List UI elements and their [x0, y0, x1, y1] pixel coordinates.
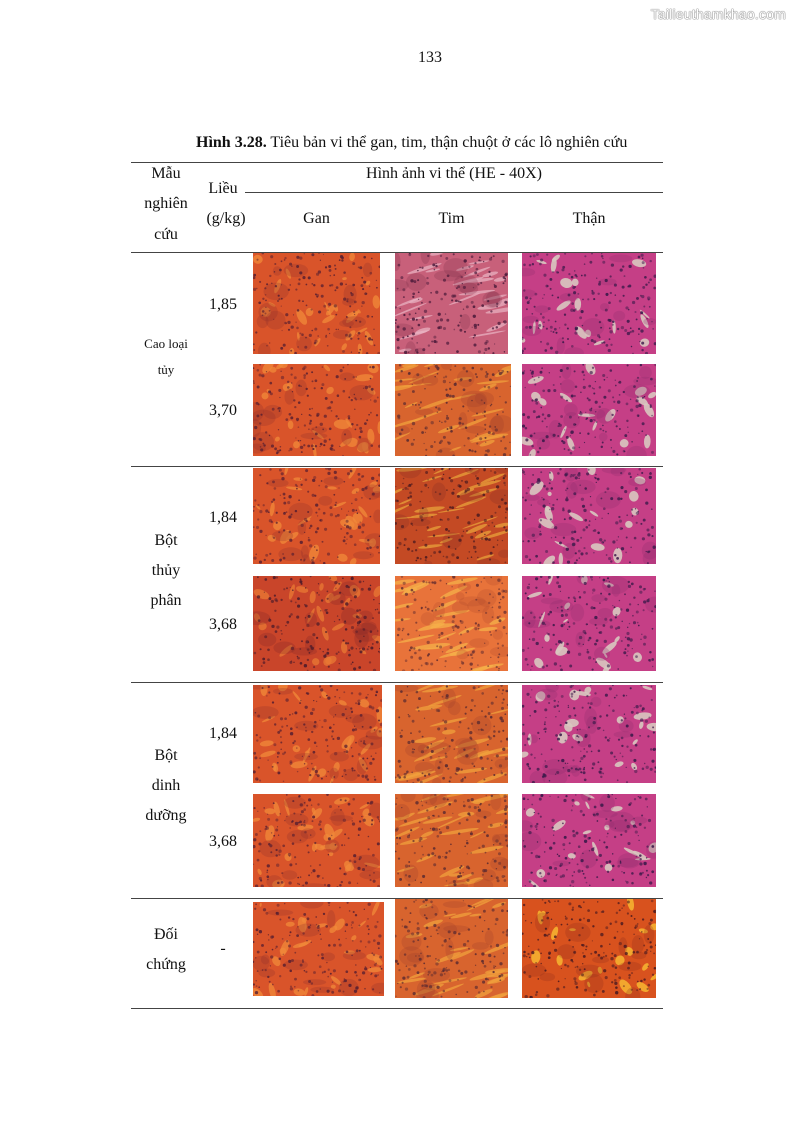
group-2-name-line-2: thủy [151, 562, 181, 579]
group-rule-2 [131, 682, 663, 683]
header-sub-rule [245, 192, 663, 193]
micrograph-tim-g3-d1 [395, 685, 508, 783]
micrograph-tim-g3-d2 [395, 794, 508, 887]
group-rule-3 [131, 898, 663, 899]
group-1-dose-1: 1,85 [209, 296, 237, 313]
header-sample-line-3: cứu [154, 226, 178, 243]
micrograph-gan-g1-d1 [253, 253, 380, 354]
micrograph-gan-g3-d2 [253, 794, 380, 887]
group-2-name-line-1: Bột [154, 532, 178, 549]
micrograph-than-g4 [522, 899, 656, 998]
group-4-dose-1: - [220, 940, 226, 957]
group-2-dose-1: 1,84 [209, 509, 237, 526]
group-3-name-line-2: dinh [151, 777, 181, 794]
micrograph-than-g1-d1 [522, 253, 656, 354]
group-3-name-line-1: Bột [154, 747, 178, 764]
group-4-name-line-1: Đối [154, 926, 178, 943]
caption-label: Hình 3.28. [196, 134, 267, 151]
group-3-dose-2: 3,68 [209, 833, 237, 850]
micrograph-tim-g4 [395, 899, 508, 998]
table-top-rule [131, 162, 663, 163]
header-bottom-rule [131, 252, 663, 253]
header-sample-line-1: Mẫu [151, 165, 181, 182]
micrograph-gan-g4 [253, 902, 384, 996]
micrograph-than-g2-d1 [522, 468, 656, 564]
micrograph-than-g1-d2 [522, 364, 656, 456]
header-sample-line-2: nghiên [144, 195, 188, 212]
micrograph-gan-g3-d1 [253, 685, 382, 783]
micrograph-tim-g2-d2 [395, 576, 508, 671]
header-organ-than: Thận [572, 210, 606, 227]
header-dose-line-1: Liều [208, 180, 238, 197]
caption-text: Tiêu bản vi thể gan, tim, thận chuột ở c… [266, 134, 628, 151]
table-bottom-rule [131, 1008, 663, 1009]
header-images-title: Hình ảnh vi thể (HE - 40X) [366, 165, 542, 182]
group-1-name-line-2: tủy [157, 362, 175, 377]
figure-caption: Hình 3.28. Tiêu bản vi thể gan, tim, thậ… [196, 134, 627, 152]
header-dose-line-2: (g/kg) [206, 210, 246, 227]
group-4-name-line-2: chứng [146, 956, 186, 973]
group-2-name-line-3: phân [150, 592, 182, 609]
group-1-dose-2: 3,70 [209, 402, 237, 419]
micrograph-tim-g1-d1 [395, 253, 508, 354]
watermark: Tailieuthamkhao.com [650, 6, 786, 22]
group-1-name-line-1: Cao loại [144, 336, 188, 351]
micrograph-gan-g2-d1 [253, 468, 380, 564]
micrograph-than-g2-d2 [522, 576, 656, 671]
group-3-dose-1: 1,84 [209, 725, 237, 742]
header-organ-gan: Gan [303, 210, 330, 227]
page-number: 133 [418, 49, 442, 66]
micrograph-than-g3-d1 [522, 685, 656, 783]
header-organ-tim: Tim [438, 210, 465, 227]
group-2-dose-2: 3,68 [209, 616, 237, 633]
micrograph-gan-g1-d2 [253, 364, 380, 456]
group-rule-1 [131, 466, 663, 467]
micrograph-tim-g2-d1 [395, 468, 508, 564]
group-3-name-line-3: dưỡng [145, 807, 187, 824]
micrograph-than-g3-d2 [522, 794, 656, 887]
micrograph-tim-g1-d2 [395, 364, 511, 456]
micrograph-gan-g2-d2 [253, 576, 380, 671]
